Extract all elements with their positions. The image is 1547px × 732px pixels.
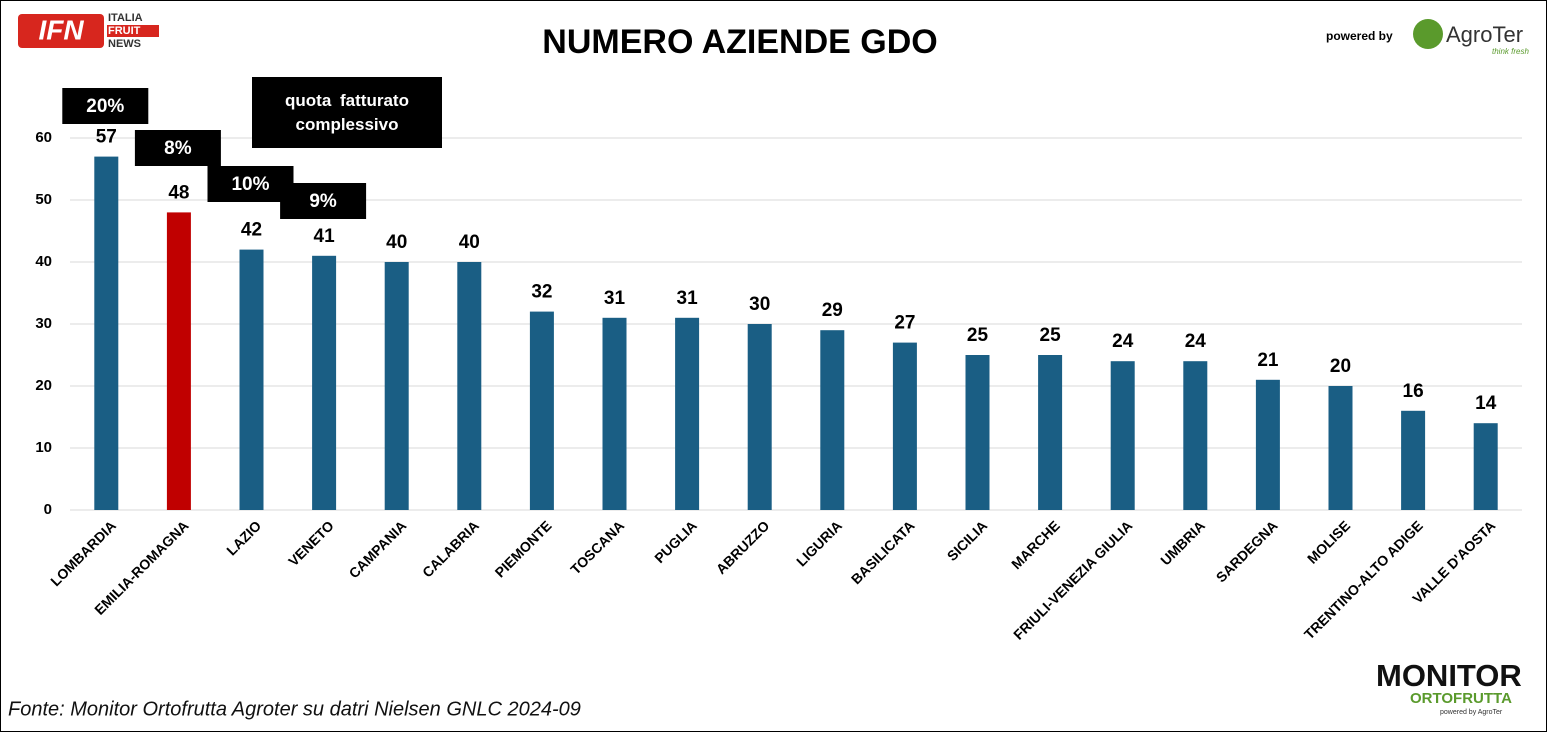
bar xyxy=(312,255,337,510)
monitor-powered: powered by AgroTer xyxy=(1440,709,1503,716)
bar xyxy=(384,262,409,510)
annotation: 9% xyxy=(309,191,337,212)
value-label: 31 xyxy=(677,288,699,309)
value-label: 20 xyxy=(1330,356,1351,377)
value-label: 29 xyxy=(822,300,843,321)
y-tick-label: 60 xyxy=(35,129,52,146)
bar xyxy=(1183,361,1208,510)
agroter-name: AgroTer xyxy=(1446,22,1523,47)
value-label: 42 xyxy=(241,220,262,241)
ifn-line: ITALIA xyxy=(108,12,143,24)
value-label: 14 xyxy=(1475,393,1497,414)
annotation-box xyxy=(62,88,149,124)
ifn-logo: IFN xyxy=(38,14,84,45)
bar xyxy=(239,249,264,510)
y-tick-label: 20 xyxy=(35,377,52,394)
value-label: 25 xyxy=(1040,325,1062,346)
value-label: 21 xyxy=(1257,350,1279,371)
bar xyxy=(529,311,554,510)
value-label: 41 xyxy=(314,226,336,247)
bar xyxy=(1328,386,1353,510)
value-label: 40 xyxy=(386,232,407,253)
ifn-band xyxy=(107,25,159,37)
bar xyxy=(747,324,772,510)
y-tick-label: 40 xyxy=(35,253,52,270)
annotation-box xyxy=(207,166,294,202)
annotation: 10% xyxy=(231,174,269,195)
y-tick-label: 10 xyxy=(35,439,52,456)
annotation: 20% xyxy=(86,96,124,117)
agroter-tagline: think fresh xyxy=(1492,47,1529,56)
bar xyxy=(1038,355,1063,510)
bar xyxy=(1473,423,1498,510)
value-label: 24 xyxy=(1185,331,1207,352)
bar xyxy=(94,156,119,510)
ifn-line: NEWS xyxy=(108,38,141,50)
bar xyxy=(1110,361,1135,510)
bar xyxy=(166,212,191,510)
value-label: 27 xyxy=(894,313,915,334)
bar xyxy=(675,317,700,510)
bar xyxy=(457,262,482,510)
value-label: 57 xyxy=(96,127,117,148)
y-tick-label: 50 xyxy=(35,191,52,208)
y-tick-label: 0 xyxy=(44,501,52,518)
powered-by: powered by xyxy=(1326,29,1393,43)
bar xyxy=(820,330,845,510)
value-label: 25 xyxy=(967,325,989,346)
bar xyxy=(1255,379,1280,510)
annotation-box xyxy=(134,130,221,166)
annotation-box xyxy=(280,183,367,219)
value-label: 40 xyxy=(459,232,480,253)
bar xyxy=(965,355,990,510)
chart-title: NUMERO AZIENDE GDO xyxy=(542,23,937,61)
value-label: 30 xyxy=(749,294,770,315)
monitor-sub: ORTOFRUTTA xyxy=(1410,690,1512,707)
ifn-line: FRUIT xyxy=(108,25,141,37)
value-label: 16 xyxy=(1403,381,1424,402)
bar xyxy=(602,317,627,510)
agroter-icon xyxy=(1413,19,1443,49)
annotation-title: quota fatturato complessivo xyxy=(252,77,442,148)
ifn-logo-box xyxy=(18,14,104,48)
value-label: 24 xyxy=(1112,331,1134,352)
value-label: 32 xyxy=(531,282,552,303)
y-tick-label: 30 xyxy=(35,315,52,332)
value-label: 48 xyxy=(168,182,189,203)
monitor-name: MONITOR xyxy=(1376,658,1522,693)
bar xyxy=(892,342,917,510)
value-label: 31 xyxy=(604,288,626,309)
annotation: 8% xyxy=(164,138,192,159)
bar xyxy=(1401,410,1426,510)
source: Fonte: Monitor Ortofrutta Agroter su dat… xyxy=(8,698,581,720)
